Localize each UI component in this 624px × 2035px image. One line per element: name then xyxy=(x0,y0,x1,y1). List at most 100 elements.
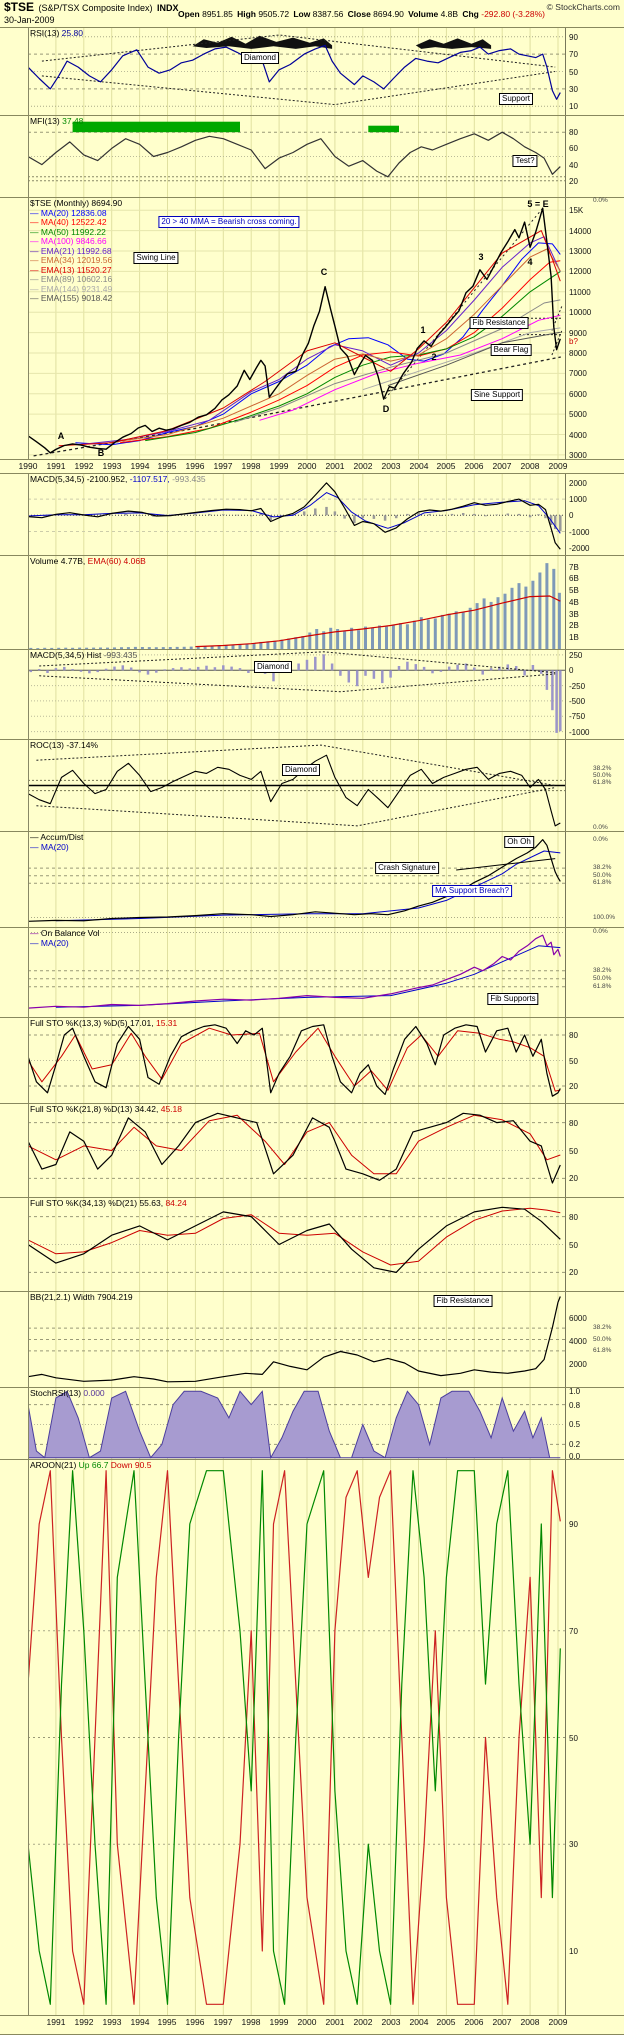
left-gutter xyxy=(0,556,28,649)
obv-plot-area: Fib Supports — On Balance Vol — MA(20) xyxy=(28,928,565,1017)
x-axis-year-label: 1992 xyxy=(74,2017,94,2027)
y-axis-label: 5000 xyxy=(569,410,587,419)
roc-plot-area: Diamond ROC(13) -37.14% xyxy=(28,740,565,831)
y-axis-label: 5B xyxy=(569,586,579,595)
y-axis-label: -500 xyxy=(569,697,586,706)
x-axis-year-label: 1996 xyxy=(185,461,205,471)
y-axis-label: 50 xyxy=(569,1057,578,1066)
y-axis-label: 50.0% xyxy=(593,772,612,779)
x-axis-year-label: 1991 xyxy=(46,2017,66,2027)
y-axis-label: 38.2% xyxy=(593,1324,612,1331)
chart-date: 30-Jan-2009 xyxy=(4,15,55,25)
y-axis-label: 50 xyxy=(569,1734,578,1743)
quote-label: Open xyxy=(178,9,203,19)
y-axis-label: 61.8% xyxy=(593,1347,612,1354)
y-axis-label: 0.0% xyxy=(593,824,608,831)
x-axis-year-label: 1996 xyxy=(185,2017,205,2027)
x-axis-year-label: 2009 xyxy=(548,461,568,471)
x-axis-year-label: 2000 xyxy=(297,2017,317,2027)
x-axis-year-label: 1994 xyxy=(130,2017,150,2027)
y-axis-label: 61.8% xyxy=(593,983,612,990)
y-axis-label: 2B xyxy=(569,621,579,630)
panel-full-stochastics-13-3: Full STO %K(13,3) %D(5) 17.01, 15.31 80 50… xyxy=(0,1018,624,1104)
y-axis-label: 50 xyxy=(569,68,578,77)
chart-header: $TSE (S&P/TSX Composite Index) INDX 30-J… xyxy=(0,0,624,28)
y-axis-label: 38.2% xyxy=(593,967,612,974)
mfi-y-axis: 80 60 40 20 xyxy=(565,116,624,197)
quote-value: 8951.85 xyxy=(202,9,238,19)
y-axis-label: 80 xyxy=(569,1119,578,1128)
y-axis-label: 20 xyxy=(569,1082,578,1091)
panel-legend-row: AROON(21) Up 66.7 Down 90.5 xyxy=(30,1460,152,1470)
x-axis-year-label: 1993 xyxy=(102,2017,122,2027)
panel-legend-row: Volume 4.77B, EMA(60) 4.06B xyxy=(30,556,146,566)
y-axis-label: 50.0% xyxy=(593,1336,612,1343)
y-axis-label: 20 xyxy=(569,1174,578,1183)
stochrsi-y-axis: 1.0 0.8 0.5 0.2 0.0 xyxy=(565,1387,624,1461)
panel-legend-row: MACD(5,34,5) -2100.952, -1107.517, -993.… xyxy=(30,474,206,484)
y-axis-label: 38.2% xyxy=(593,864,612,871)
panel-legend-row: Full STO %K(13,3) %D(5) 17.01, 15.31 xyxy=(30,1018,178,1028)
left-gutter xyxy=(0,928,28,1017)
y-axis-label: 20 xyxy=(569,1268,578,1277)
panel-legend-row: — MA(20) xyxy=(30,937,69,948)
panel-stochrsi: StochRSI(13) 0.000 1.0 0.8 0.5 0.2 0.0 xyxy=(0,1387,624,1461)
y-axis-label: 50 xyxy=(569,1241,578,1250)
y-axis-label: 10 xyxy=(569,1947,578,1956)
panel-legend-row: MACD(5,34,5) Hist -993.435 xyxy=(30,650,138,660)
left-gutter xyxy=(0,1018,28,1103)
quote-label: Close xyxy=(347,9,374,19)
sto1-y-axis: 80 50 20 xyxy=(565,1018,624,1103)
panel-legend-row: — EMA(21) 11992.68 xyxy=(30,245,112,256)
panel-legend-row: — MA(20) xyxy=(30,841,69,852)
y-axis-label: 90 xyxy=(569,1520,578,1529)
bbw-plot-area: Fib Resistance BB(21,2.1) Width 7904.219 xyxy=(28,1292,565,1387)
y-axis-label: -250 xyxy=(569,682,586,691)
y-axis-label: 0.0% xyxy=(593,928,608,935)
panel-legend-row: — MA(40) 12522.42 xyxy=(30,217,107,227)
quote-value: 4.8B xyxy=(440,9,463,19)
x-axis-year-label: 2006 xyxy=(464,461,484,471)
panel-legend-row: — EMA(13) 11520.27 xyxy=(30,264,112,275)
y-axis-label: -1000 xyxy=(569,528,590,537)
exchange: INDX xyxy=(156,3,179,13)
y-axis-label: 0.8 xyxy=(569,1401,581,1410)
panel-accum-dist: Oh Oh Crash Signature MA Support Breach? — … xyxy=(0,832,624,928)
x-axis-year-label: 2005 xyxy=(436,2017,456,2027)
x-axis-year-label: 1992 xyxy=(74,461,94,471)
panel-legend-row: BB(21,2.1) Width 7904.219 xyxy=(30,1292,133,1302)
y-axis-label: 15K xyxy=(569,206,584,215)
y-axis-label: 60 xyxy=(569,144,578,153)
y-axis-label: 6000 xyxy=(569,390,587,399)
credit: © StockCharts.com xyxy=(546,2,620,12)
y-axis-label: 50 xyxy=(569,1147,578,1156)
sto2-plot-area: Full STO %K(21,8) %D(13) 34.42, 45.18 xyxy=(28,1104,565,1197)
y-axis-label: 6000 xyxy=(569,1314,587,1323)
x-axis-top: 1990 1991 1992 1993 1994 1995 1996 1997 1998 1999… xyxy=(0,460,624,474)
panel-legend-row: — MA(20) 12836.08 xyxy=(30,207,107,218)
x-axis-year-label: 2009 xyxy=(548,2017,568,2027)
y-axis-label: -2000 xyxy=(569,544,590,553)
x-axis-year-label: 1995 xyxy=(157,2017,177,2027)
y-axis-label: 0.0% xyxy=(593,836,608,843)
panel-legend-row: — Accum/Dist xyxy=(30,832,84,842)
rsi-plot-area: Diamond Support RSI(13) 25.80 xyxy=(28,28,565,115)
y-axis-label: 50.0% xyxy=(593,975,612,982)
y-axis-label: 80 xyxy=(569,128,578,137)
x-axis-year-label: 2008 xyxy=(520,2017,540,2027)
quote-value: -292.80 (-3.28%) xyxy=(481,9,550,19)
y-axis-label: 0.2 xyxy=(569,1440,581,1449)
x-axis-year-label: 2004 xyxy=(409,461,429,471)
panel-bollinger-band-width: Fib Resistance BB(21,2.1) Width 7904.219 6… xyxy=(0,1292,624,1388)
panel-full-stochastics-21-8: Full STO %K(21,8) %D(13) 34.42, 45.18 80 5… xyxy=(0,1104,624,1198)
x-axis-year-label: 2001 xyxy=(325,461,345,471)
panel-legend-row: RSI(13) 25.80 xyxy=(30,28,83,38)
x-axis-year-label: 2001 xyxy=(325,2017,345,2027)
y-axis-label: 10 xyxy=(569,102,578,111)
x-axis-year-label: 2002 xyxy=(353,2017,373,2027)
quote-label: Volume xyxy=(408,9,441,19)
panel-rsi: Diamond Support RSI(13) 25.80 90 70 50 30 10 xyxy=(0,28,624,116)
y-axis-label: b? xyxy=(569,337,578,346)
sto3-plot-area: Full STO %K(34,13) %D(21) 55.63, 84.24 xyxy=(28,1198,565,1291)
y-axis-label: 8000 xyxy=(569,349,587,358)
